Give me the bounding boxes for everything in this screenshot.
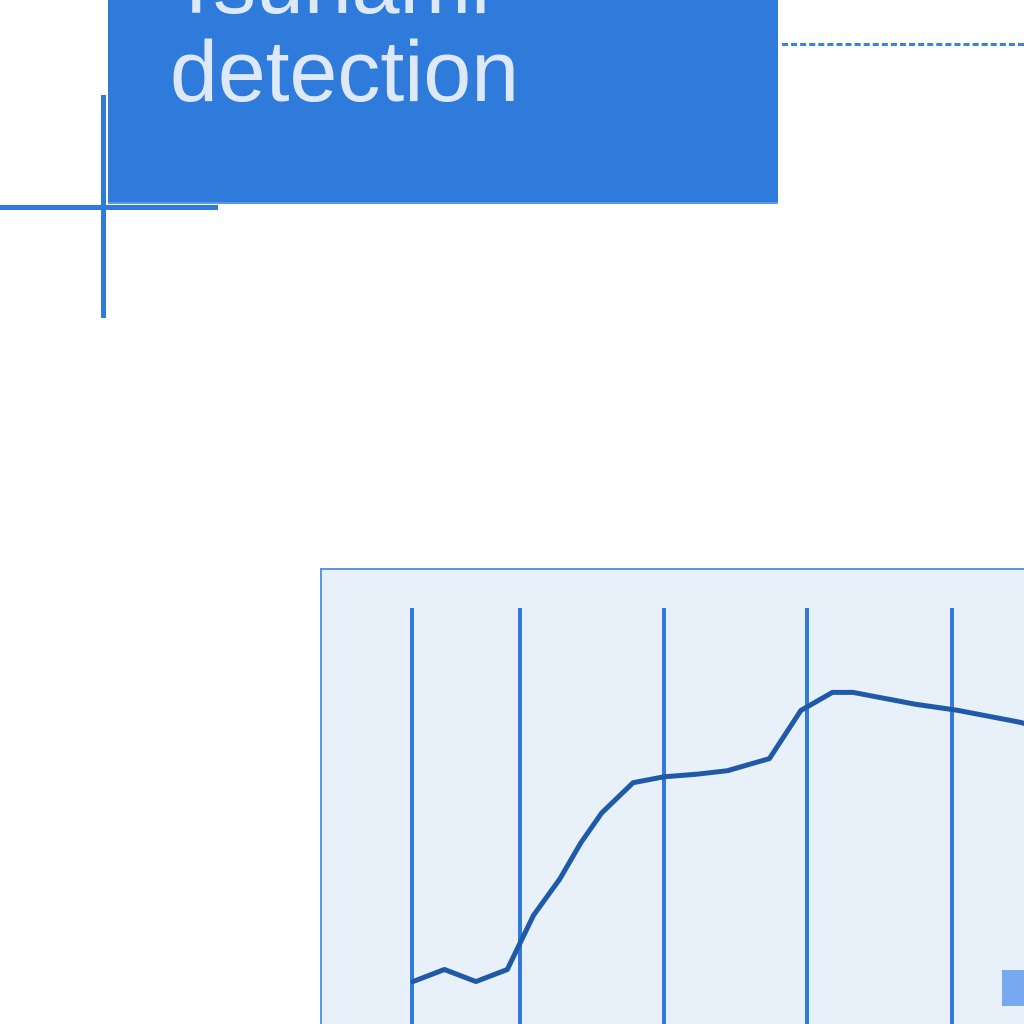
- crosshair-horizontal: [0, 205, 218, 210]
- dashed-connector: [782, 43, 1024, 46]
- title-box: Tsunami detection: [108, 0, 778, 204]
- chart-panel: [320, 568, 1024, 1024]
- title-line-2: detection: [170, 24, 520, 120]
- legend-swatch: [1002, 970, 1024, 1006]
- chart-svg: [410, 608, 1024, 1024]
- title-line-1: Tsunami: [170, 0, 490, 30]
- crosshair-vertical: [101, 95, 106, 318]
- series-line-1: [410, 689, 1024, 985]
